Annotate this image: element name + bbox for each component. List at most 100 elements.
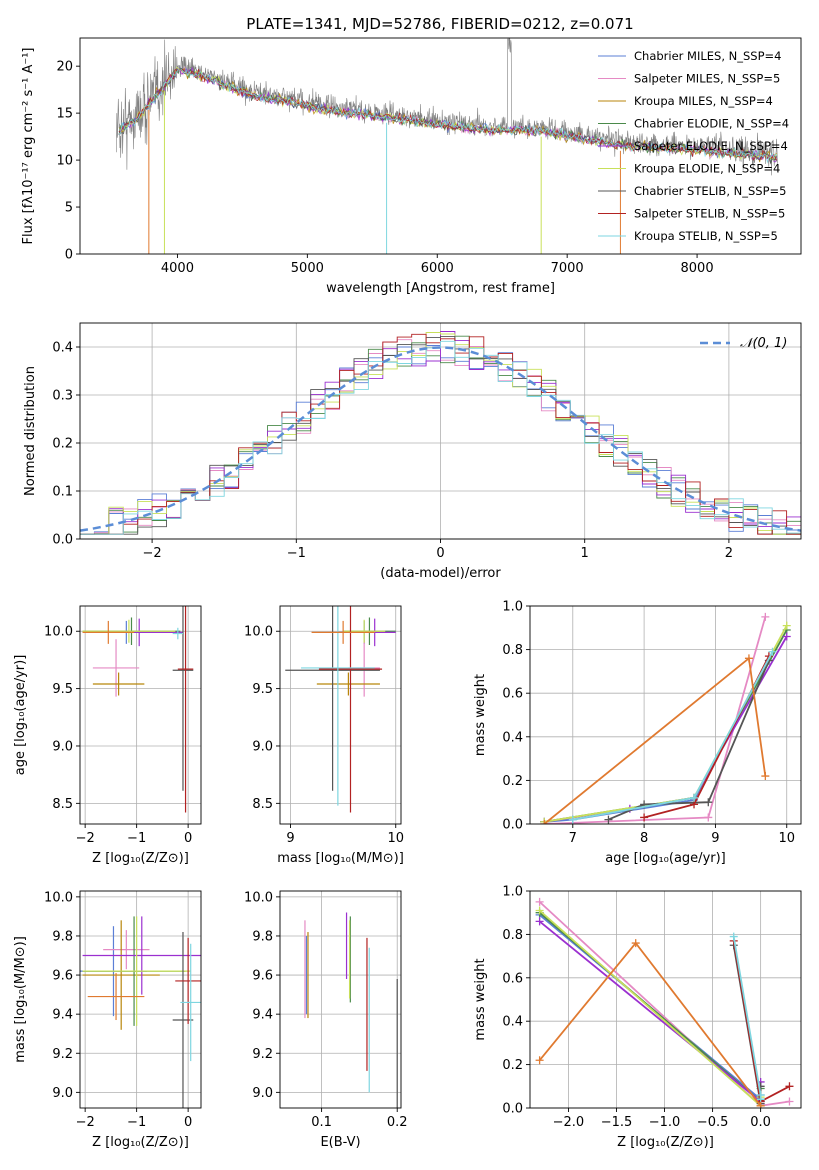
tick-labels: 0.1 0.2 9.0 9.2 9.4 9.6 9.8 10.0 xyxy=(244,890,408,1130)
y-tick-label: 9.8 xyxy=(252,929,273,944)
histogram-step-kroupa_stelib xyxy=(80,340,801,535)
legend-entry-chabrier_elodie: Chabrier ELODIE, N_SSP=4 xyxy=(634,117,789,131)
x-axis-label: Z [log₁₀(Z/Z⊙)] xyxy=(92,1135,189,1150)
y-tick-label: 9.2 xyxy=(52,1047,73,1062)
weight-line-chabrier_stelib xyxy=(608,660,770,821)
x-axis-label: (data-model)/error xyxy=(380,566,501,581)
weight-line-kroupa_stelib xyxy=(572,651,774,821)
x-tick-label: −1 xyxy=(287,546,306,561)
marker-plus-kroupa_stelib xyxy=(729,932,738,941)
legend: Chabrier MILES, N_SSP=4 Salpeter MILES, N… xyxy=(598,49,789,243)
legend: 𝒩(0, 1) xyxy=(700,336,787,351)
plot-area xyxy=(304,912,398,1108)
y-tick-label: 10 xyxy=(56,154,73,169)
y-tick-label: 9.6 xyxy=(252,969,273,984)
x-tick-label: 7 xyxy=(569,831,577,846)
plot-area xyxy=(80,331,801,535)
x-tick-label: 1 xyxy=(581,546,589,561)
marker-plus-kroupa_stelib xyxy=(690,793,699,802)
y-tick-label: 0.1 xyxy=(52,485,73,500)
marker-plus-chabrier_stelib xyxy=(604,815,613,824)
y-tick-label: 9.0 xyxy=(252,739,273,754)
y-tick-label: 1.0 xyxy=(502,600,523,615)
y-axis-label: mass [log₁₀(M/M⊙)] xyxy=(13,936,28,1063)
normal-curve-line xyxy=(80,346,801,532)
y-tick-label: 0.6 xyxy=(502,971,523,986)
weight-line-salpeter_miles xyxy=(544,616,767,824)
x-axis-label: age [log₁₀(age/yr)] xyxy=(605,851,726,866)
marker-plus-kroupa_stelib xyxy=(768,647,777,656)
y-tick-label: 0.4 xyxy=(52,341,73,356)
figure-title: PLATE=1341, MJD=52786, FIBERID=0212, z=0… xyxy=(246,15,633,33)
y-axis-label: age [log₁₀(age/yr)] xyxy=(13,655,28,776)
axes-frame xyxy=(79,605,202,825)
y-axis-label: Flux [fλ10⁻¹⁷ erg cm⁻² s⁻¹ A⁻¹] xyxy=(21,48,36,245)
gridlines xyxy=(80,606,201,824)
y-tick-label: 0.0 xyxy=(52,533,73,548)
tick-labels: −2.0 −1.5 −1.0 −0.5 0.0 0.0 0.2 0.4 0.6 0.8 1.0 xyxy=(502,885,771,1131)
legend-entry-kroupa_elodie: Kroupa ELODIE, N_SSP=4 xyxy=(634,162,780,176)
weight-line-orange xyxy=(543,656,767,824)
y-axis-label: mass weight xyxy=(473,674,488,756)
x-tick-label: 10 xyxy=(778,831,795,846)
gridlines xyxy=(530,605,801,825)
x-tick-label: 0 xyxy=(436,546,444,561)
x-tick-label: −1 xyxy=(127,1115,146,1130)
panel-age_vs_mass: 9 10 8.5 9.0 9.5 10.0 mass [log₁₀(M/M⊙)] xyxy=(244,605,404,866)
x-tick-label: −2 xyxy=(143,546,162,561)
y-tick-label: 1.0 xyxy=(502,885,523,900)
x-tick-label: 9 xyxy=(286,831,294,846)
marker-plus-kroupa_elodie xyxy=(782,621,791,630)
y-axis-label: mass weight xyxy=(473,958,488,1040)
x-tick-label: 8 xyxy=(640,831,648,846)
y-tick-label: 9.5 xyxy=(52,682,73,697)
panel-age_vs_Z: −2 −1 0 8.5 9.0 9.5 10.0 Z [log₁₀(Z/Z⊙)] age [lo… xyxy=(13,605,202,866)
y-tick-label: 10.0 xyxy=(44,890,73,905)
y-tick-label: 9.2 xyxy=(252,1047,273,1062)
x-tick-label: 4000 xyxy=(161,261,194,276)
tick-labels: 7 8 9 10 0.0 0.2 0.4 0.6 0.8 1.0 xyxy=(502,600,795,847)
y-tick-label: 0.2 xyxy=(52,437,73,452)
y-tick-label: 9.8 xyxy=(52,929,73,944)
y-tick-label: 0 xyxy=(65,248,73,263)
x-axis-label: mass [log₁₀(M/M⊙)] xyxy=(277,851,404,866)
weight-line-kroupa_elodie xyxy=(544,625,788,823)
model-line-kroupa_elodie xyxy=(118,66,778,162)
legend-entry-salpeter_elodie: Salpeter ELODIE, N_SSP=4 xyxy=(634,139,788,153)
legend-entry-kroupa_stelib: Kroupa STELIB, N_SSP=5 xyxy=(634,229,778,243)
weight-line-orange xyxy=(538,941,762,1107)
x-tick-label: −1.5 xyxy=(601,1115,633,1130)
tick-labels: −2 −1 0 9.0 9.2 9.4 9.6 9.8 10.0 xyxy=(44,890,192,1130)
marker-plus-orange xyxy=(744,654,753,663)
plot-area xyxy=(82,606,194,813)
x-tick-label: 0.1 xyxy=(311,1115,332,1130)
weight-line-salpeter_elodie xyxy=(539,920,762,1104)
x-axis-label: E(B-V) xyxy=(320,1135,360,1150)
axes-frame xyxy=(529,605,802,825)
axes-frame xyxy=(529,890,802,1109)
y-tick-label: 9.4 xyxy=(252,1008,273,1023)
y-tick-label: 20 xyxy=(56,60,73,75)
marker-plus-salpeter_miles xyxy=(761,612,770,621)
x-tick-label: −1.0 xyxy=(649,1115,681,1130)
y-tick-label: 9.4 xyxy=(52,1008,73,1023)
observed-spectrum-line xyxy=(116,38,778,176)
x-axis-label: wavelength [Angstrom, rest frame] xyxy=(326,281,555,296)
y-tick-label: 0.4 xyxy=(502,730,523,745)
legend-entry-chabrier_miles: Chabrier MILES, N_SSP=4 xyxy=(634,49,781,63)
marker-plus-kroupa_elodie xyxy=(535,906,544,915)
legend-entry-kroupa_miles: Kroupa MILES, N_SSP=4 xyxy=(634,94,773,108)
y-tick-label: 15 xyxy=(56,107,73,122)
gridlines xyxy=(280,891,401,1108)
y-tick-label: 9.6 xyxy=(52,969,73,984)
plot-area xyxy=(540,612,791,824)
y-tick-label: 10.0 xyxy=(244,625,273,640)
y-tick-label: 8.5 xyxy=(52,797,73,812)
x-tick-label: 10 xyxy=(387,831,404,846)
marker-plus-salpeter_stelib xyxy=(785,1082,794,1091)
marker-plus-salpeter_miles xyxy=(535,897,544,906)
axes-frame xyxy=(279,605,402,825)
axes-frame xyxy=(79,37,802,255)
x-tick-label: 0 xyxy=(184,1115,192,1130)
